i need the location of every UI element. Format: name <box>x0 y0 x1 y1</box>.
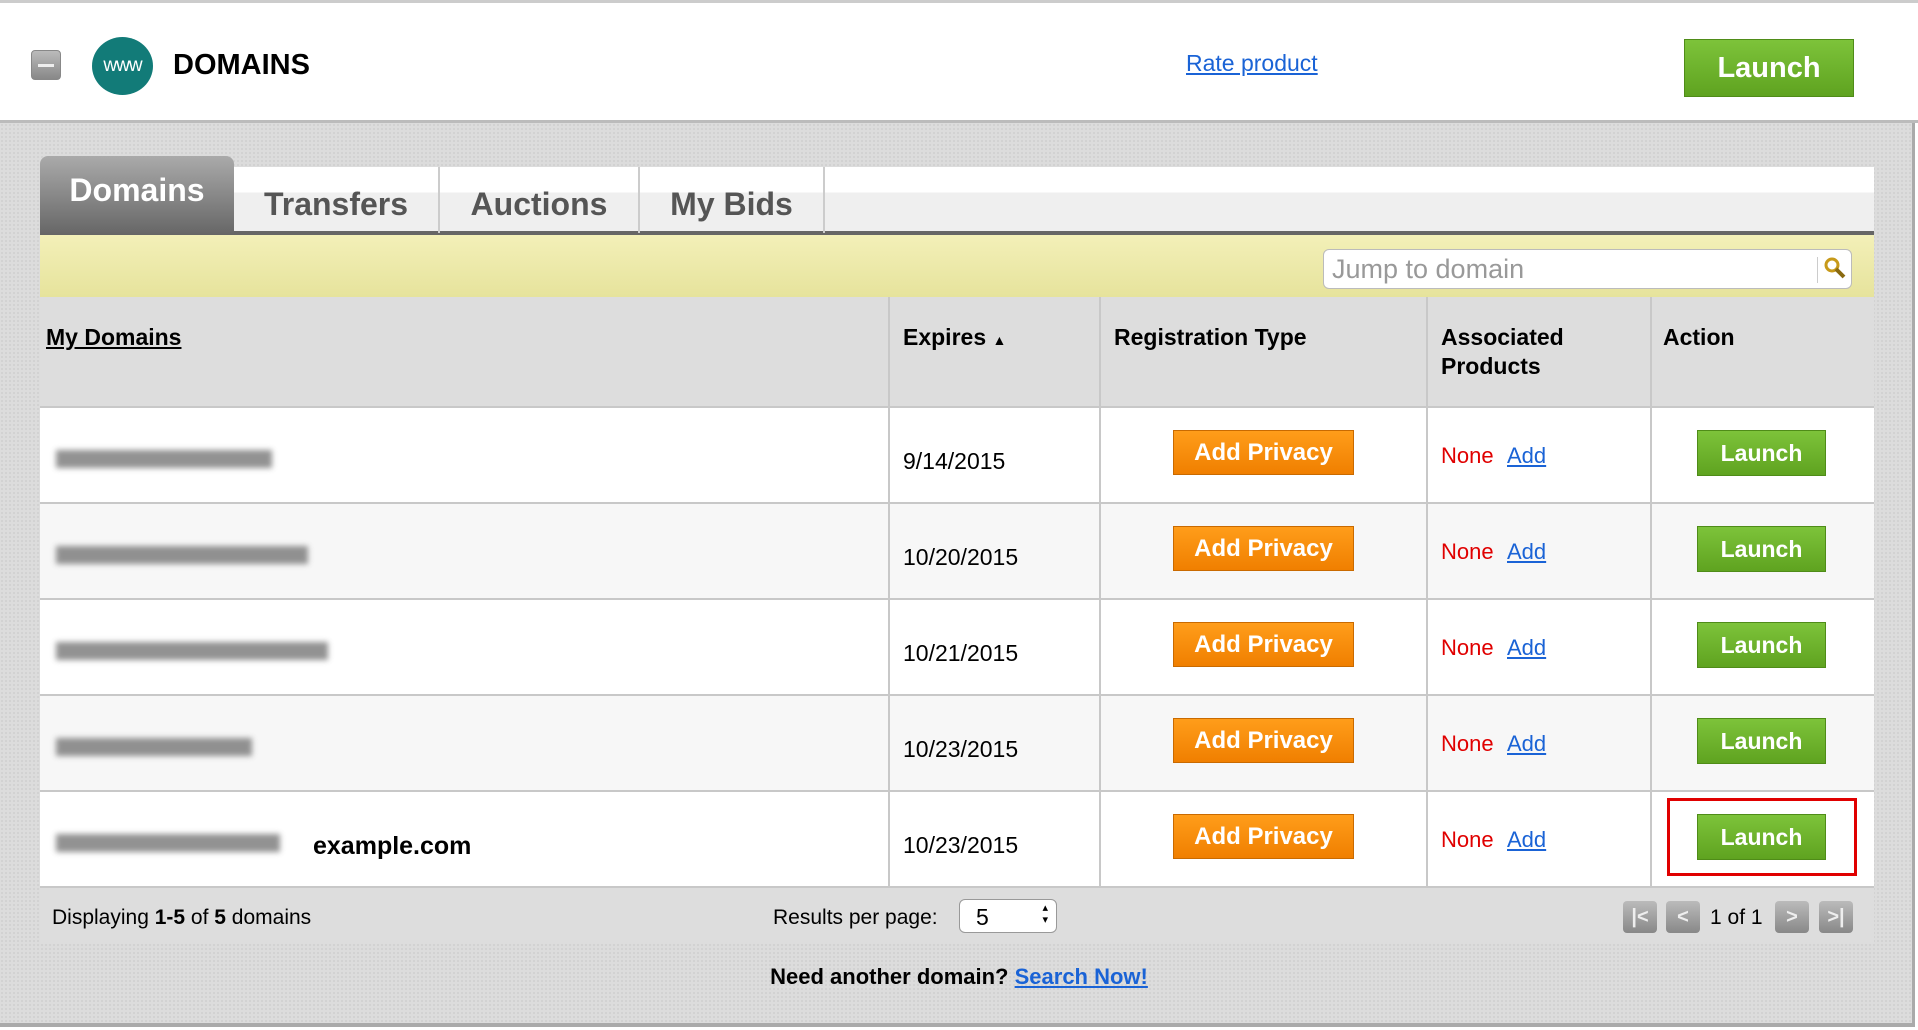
divider <box>1650 297 1652 886</box>
expires-date: 10/23/2015 <box>903 736 1019 762</box>
tab-bar <box>40 167 1874 235</box>
add-privacy-button[interactable]: Add Privacy <box>1173 430 1354 475</box>
table-row: 10/20/2015 Add Privacy None Add Launch <box>40 502 1874 598</box>
tab-domains[interactable]: Domains <box>40 156 234 235</box>
products-none: None <box>1441 731 1494 756</box>
displaying-count: Displaying 1-5 of 5 domains <box>52 906 311 930</box>
divider <box>1426 297 1428 886</box>
tab-auctions[interactable]: Auctions <box>440 167 640 233</box>
app-header: www DOMAINS Rate product Launch <box>0 0 1918 123</box>
text: Displaying <box>52 906 155 929</box>
text: Need another domain? <box>770 964 1015 989</box>
prev-page-icon[interactable]: < <box>1666 901 1700 933</box>
redacted-domain <box>56 642 328 660</box>
divider <box>888 297 890 886</box>
launch-button[interactable]: Launch <box>1697 622 1826 668</box>
sort-asc-icon: ▲ <box>992 332 1007 348</box>
expires-label: Expires <box>903 324 987 350</box>
redacted-domain <box>56 834 280 852</box>
results-per-page-label: Results per page: <box>773 906 938 929</box>
jump-to-domain-input[interactable] <box>1324 250 1794 288</box>
text: 1-5 <box>154 906 186 929</box>
add-privacy-button[interactable]: Add Privacy <box>1173 622 1354 667</box>
search-icon[interactable] <box>1817 257 1846 283</box>
launch-button[interactable]: Launch <box>1697 718 1826 764</box>
collapse-icon[interactable] <box>31 50 61 80</box>
action-header: Action <box>1663 324 1735 350</box>
need-another-domain: Need another domain? Search Now! <box>0 964 1918 990</box>
text: domains <box>225 906 312 929</box>
table-row: example.com 10/23/2015 Add Privacy None … <box>40 790 1874 886</box>
table-footer: Displaying 1-5 of 5 domains Results per … <box>40 886 1874 944</box>
expires-date: 10/20/2015 <box>903 544 1019 570</box>
add-product-link[interactable]: Add <box>1507 635 1547 660</box>
expires-date: 10/23/2015 <box>903 832 1019 858</box>
products-none: None <box>1441 539 1494 564</box>
expires-date: 10/21/2015 <box>903 640 1019 666</box>
redacted-domain <box>56 738 252 756</box>
text: of <box>185 906 215 929</box>
tab-transfers[interactable]: Transfers <box>234 167 440 233</box>
last-page-icon[interactable]: >| <box>1819 901 1853 933</box>
next-page-icon[interactable]: > <box>1775 901 1809 933</box>
expires-date: 9/14/2015 <box>903 448 1006 474</box>
products-none: None <box>1441 443 1494 468</box>
rate-product-link[interactable]: Rate product <box>1186 50 1318 76</box>
add-product-link[interactable]: Add <box>1507 731 1547 756</box>
add-product-link[interactable]: Add <box>1507 443 1547 468</box>
page-title: DOMAINS <box>173 49 310 81</box>
table-row: 9/14/2015 Add Privacy None Add Launch <box>40 406 1874 502</box>
products-none: None <box>1441 635 1494 660</box>
add-privacy-button[interactable]: Add Privacy <box>1173 526 1354 571</box>
registration-type-header: Registration Type <box>1114 324 1307 350</box>
table-row: 10/23/2015 Add Privacy None Add Launch <box>40 694 1874 790</box>
redacted-domain <box>56 450 272 468</box>
search-now-link[interactable]: Search Now! <box>1014 964 1148 989</box>
highlight-box <box>1667 798 1857 876</box>
header-line: Products <box>1441 353 1541 379</box>
divider <box>1099 297 1101 886</box>
domains-table: My Domains Expires ▲ Registration Type A… <box>40 297 1874 944</box>
launch-button[interactable]: Launch <box>1697 430 1826 476</box>
add-privacy-button[interactable]: Add Privacy <box>1173 718 1354 763</box>
page-indicator: 1 of 1 <box>1710 906 1763 929</box>
my-domains-header[interactable]: My Domains <box>46 324 182 350</box>
header-line: Associated <box>1441 324 1564 350</box>
results-per-page-select[interactable]: 5 <box>959 899 1057 933</box>
text: 5 <box>214 906 226 929</box>
redacted-domain <box>56 546 308 564</box>
tab-my-bids[interactable]: My Bids <box>640 167 825 233</box>
associated-products-header: Associated Products <box>1441 323 1564 381</box>
www-logo-icon: www <box>92 37 153 95</box>
jump-to-domain-field <box>1323 249 1852 289</box>
add-privacy-button[interactable]: Add Privacy <box>1173 814 1354 859</box>
table-row: 10/21/2015 Add Privacy None Add Launch <box>40 598 1874 694</box>
add-product-link[interactable]: Add <box>1507 827 1547 852</box>
expires-header[interactable]: Expires ▲ <box>903 323 1006 355</box>
launch-button[interactable]: Launch <box>1684 39 1854 97</box>
add-product-link[interactable]: Add <box>1507 539 1547 564</box>
table-header: My Domains Expires ▲ Registration Type A… <box>40 297 1874 406</box>
domain-name[interactable]: example.com <box>313 832 472 860</box>
first-page-icon[interactable]: |< <box>1623 901 1657 933</box>
launch-button[interactable]: Launch <box>1697 526 1826 572</box>
launch-button[interactable]: Launch <box>1697 814 1826 860</box>
products-none: None <box>1441 827 1494 852</box>
